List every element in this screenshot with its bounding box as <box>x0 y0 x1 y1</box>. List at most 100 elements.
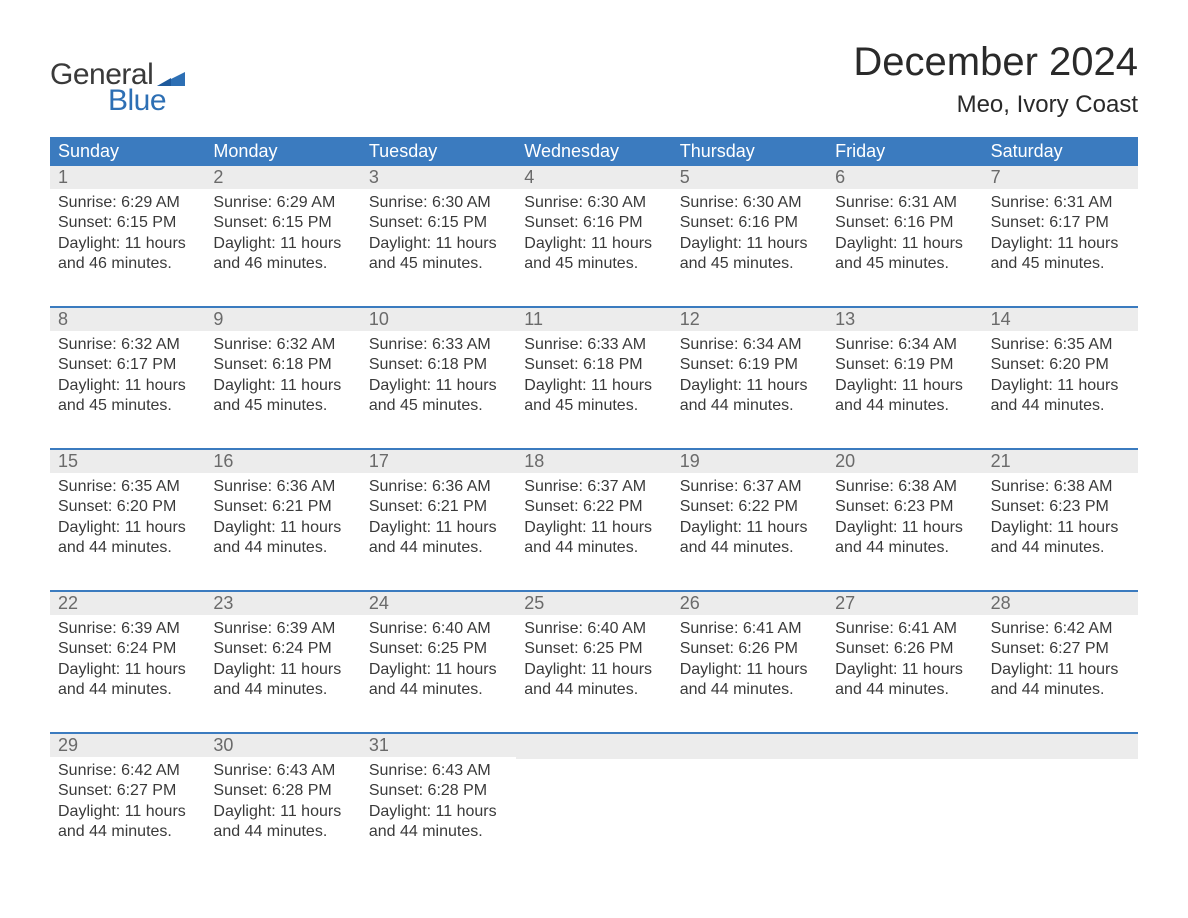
daylight-line: Daylight: 11 hours and 45 minutes. <box>835 234 974 275</box>
day-cell: 24Sunrise: 6:40 AMSunset: 6:25 PMDayligh… <box>361 592 516 718</box>
daylight-line: Daylight: 11 hours and 45 minutes. <box>991 234 1130 275</box>
sunrise-line: Sunrise: 6:40 AM <box>369 619 508 639</box>
daylight-line: Daylight: 11 hours and 44 minutes. <box>213 660 352 701</box>
day-number: 11 <box>516 308 671 331</box>
day-cell: 20Sunrise: 6:38 AMSunset: 6:23 PMDayligh… <box>827 450 982 576</box>
day-cell <box>516 734 671 860</box>
day-number: 15 <box>50 450 205 473</box>
day-cell: 28Sunrise: 6:42 AMSunset: 6:27 PMDayligh… <box>983 592 1138 718</box>
week-row: 22 Sunrise: 6:39 AMSunset: 6:24 PMDayligh… <box>50 590 1138 718</box>
sunset-line: Sunset: 6:15 PM <box>369 213 508 233</box>
sunrise-line: Sunrise: 6:29 AM <box>58 193 197 213</box>
day-cell: 25Sunrise: 6:40 AMSunset: 6:25 PMDayligh… <box>516 592 671 718</box>
day-cell <box>983 734 1138 860</box>
weekday-header: Tuesday <box>361 137 516 166</box>
calendar: SundayMondayTuesdayWednesdayThursdayFrid… <box>50 137 1138 860</box>
day-body: Sunrise: 6:33 AMSunset: 6:18 PMDaylight:… <box>361 331 516 423</box>
sunset-line: Sunset: 6:18 PM <box>524 355 663 375</box>
day-body: Sunrise: 6:37 AMSunset: 6:22 PMDaylight:… <box>672 473 827 565</box>
day-body: Sunrise: 6:35 AMSunset: 6:20 PMDaylight:… <box>983 331 1138 423</box>
sunrise-line: Sunrise: 6:30 AM <box>369 193 508 213</box>
day-number: 1 <box>50 166 205 189</box>
sunset-line: Sunset: 6:18 PM <box>213 355 352 375</box>
daylight-line: Daylight: 11 hours and 46 minutes. <box>213 234 352 275</box>
sunrise-line: Sunrise: 6:42 AM <box>58 761 197 781</box>
day-cell: 29Sunrise: 6:42 AMSunset: 6:27 PMDayligh… <box>50 734 205 860</box>
week-row: 1Sunrise: 6:29 AMSunset: 6:15 PMDaylight… <box>50 166 1138 292</box>
day-number: 6 <box>827 166 982 189</box>
sunrise-line: Sunrise: 6:39 AM <box>213 619 352 639</box>
day-number: 26 <box>672 592 827 615</box>
daylight-line: Daylight: 11 hours and 46 minutes. <box>58 234 197 275</box>
sunrise-line: Sunrise: 6:43 AM <box>369 761 508 781</box>
sunrise-line: Sunrise: 6:30 AM <box>524 193 663 213</box>
day-cell: 1 Sunrise: 6:29 AMSunset: 6:15 PMDaylight… <box>50 166 205 292</box>
location-label: Meo, Ivory Coast <box>853 91 1138 119</box>
sunset-line: Sunset: 6:17 PM <box>991 213 1130 233</box>
month-title: December 2024 <box>853 40 1138 85</box>
sunset-line: Sunset: 6:16 PM <box>680 213 819 233</box>
day-body: Sunrise: 6:35 AMSunset: 6:20 PMDaylight:… <box>50 473 205 565</box>
sunset-line: Sunset: 6:25 PM <box>369 639 508 659</box>
day-number: 30 <box>205 734 360 757</box>
flag-icon <box>157 66 185 86</box>
daylight-line: Daylight: 11 hours and 45 minutes. <box>369 234 508 275</box>
day-number: 4 <box>516 166 671 189</box>
day-number: 14 <box>983 308 1138 331</box>
day-cell: 14Sunrise: 6:35 AMSunset: 6:20 PMDayligh… <box>983 308 1138 434</box>
sunset-line: Sunset: 6:18 PM <box>369 355 508 375</box>
sunrise-line: Sunrise: 6:30 AM <box>680 193 819 213</box>
daylight-line: Daylight: 11 hours and 44 minutes. <box>369 802 508 843</box>
weekday-header: Thursday <box>672 137 827 166</box>
day-cell: 7Sunrise: 6:31 AMSunset: 6:17 PMDaylight… <box>983 166 1138 292</box>
daylight-line: Daylight: 11 hours and 44 minutes. <box>991 518 1130 559</box>
sunrise-line: Sunrise: 6:41 AM <box>680 619 819 639</box>
day-number: 5 <box>672 166 827 189</box>
day-body: Sunrise: 6:41 AMSunset: 6:26 PMDaylight:… <box>672 615 827 707</box>
day-body: Sunrise: 6:40 AMSunset: 6:25 PMDaylight:… <box>361 615 516 707</box>
sunset-line: Sunset: 6:22 PM <box>524 497 663 517</box>
sunrise-line: Sunrise: 6:35 AM <box>58 477 197 497</box>
day-cell: 27Sunrise: 6:41 AMSunset: 6:26 PMDayligh… <box>827 592 982 718</box>
sunrise-line: Sunrise: 6:36 AM <box>369 477 508 497</box>
day-cell: 17Sunrise: 6:36 AMSunset: 6:21 PMDayligh… <box>361 450 516 576</box>
day-number: 22 <box>50 592 205 615</box>
day-number: 3 <box>361 166 516 189</box>
sunrise-line: Sunrise: 6:34 AM <box>835 335 974 355</box>
sunset-line: Sunset: 6:26 PM <box>680 639 819 659</box>
day-cell: 16Sunrise: 6:36 AMSunset: 6:21 PMDayligh… <box>205 450 360 576</box>
daylight-line: Daylight: 11 hours and 44 minutes. <box>680 518 819 559</box>
sunset-line: Sunset: 6:24 PM <box>213 639 352 659</box>
day-body: Sunrise: 6:42 AMSunset: 6:27 PMDaylight:… <box>983 615 1138 707</box>
sunset-line: Sunset: 6:25 PM <box>524 639 663 659</box>
day-body: Sunrise: 6:32 AMSunset: 6:18 PMDaylight:… <box>205 331 360 423</box>
daylight-line: Daylight: 11 hours and 44 minutes. <box>213 518 352 559</box>
daylight-line: Daylight: 11 hours and 44 minutes. <box>524 518 663 559</box>
sunrise-line: Sunrise: 6:41 AM <box>835 619 974 639</box>
day-body: Sunrise: 6:29 AMSunset: 6:15 PMDaylight:… <box>205 189 360 281</box>
day-number: 9 <box>205 308 360 331</box>
day-number: 27 <box>827 592 982 615</box>
sunset-line: Sunset: 6:15 PM <box>213 213 352 233</box>
weekday-header-row: SundayMondayTuesdayWednesdayThursdayFrid… <box>50 137 1138 166</box>
week-row: 29Sunrise: 6:42 AMSunset: 6:27 PMDayligh… <box>50 732 1138 860</box>
logo: General Blue <box>50 58 185 118</box>
day-number: 10 <box>361 308 516 331</box>
sunrise-line: Sunrise: 6:38 AM <box>991 477 1130 497</box>
day-number: 12 <box>672 308 827 331</box>
day-cell: 22Sunrise: 6:39 AMSunset: 6:24 PMDayligh… <box>50 592 205 718</box>
day-body: Sunrise: 6:33 AMSunset: 6:18 PMDaylight:… <box>516 331 671 423</box>
sunset-line: Sunset: 6:28 PM <box>369 781 508 801</box>
sunrise-line: Sunrise: 6:34 AM <box>680 335 819 355</box>
sunrise-line: Sunrise: 6:40 AM <box>524 619 663 639</box>
day-body: Sunrise: 6:40 AMSunset: 6:25 PMDaylight:… <box>516 615 671 707</box>
weekday-header: Friday <box>827 137 982 166</box>
daylight-line: Daylight: 11 hours and 44 minutes. <box>680 376 819 417</box>
weekday-header: Monday <box>205 137 360 166</box>
day-body: Sunrise: 6:30 AMSunset: 6:16 PMDaylight:… <box>516 189 671 281</box>
day-cell: 12Sunrise: 6:34 AMSunset: 6:19 PMDayligh… <box>672 308 827 434</box>
sunset-line: Sunset: 6:17 PM <box>58 355 197 375</box>
sunset-line: Sunset: 6:15 PM <box>58 213 197 233</box>
sunset-line: Sunset: 6:16 PM <box>835 213 974 233</box>
sunrise-line: Sunrise: 6:38 AM <box>835 477 974 497</box>
